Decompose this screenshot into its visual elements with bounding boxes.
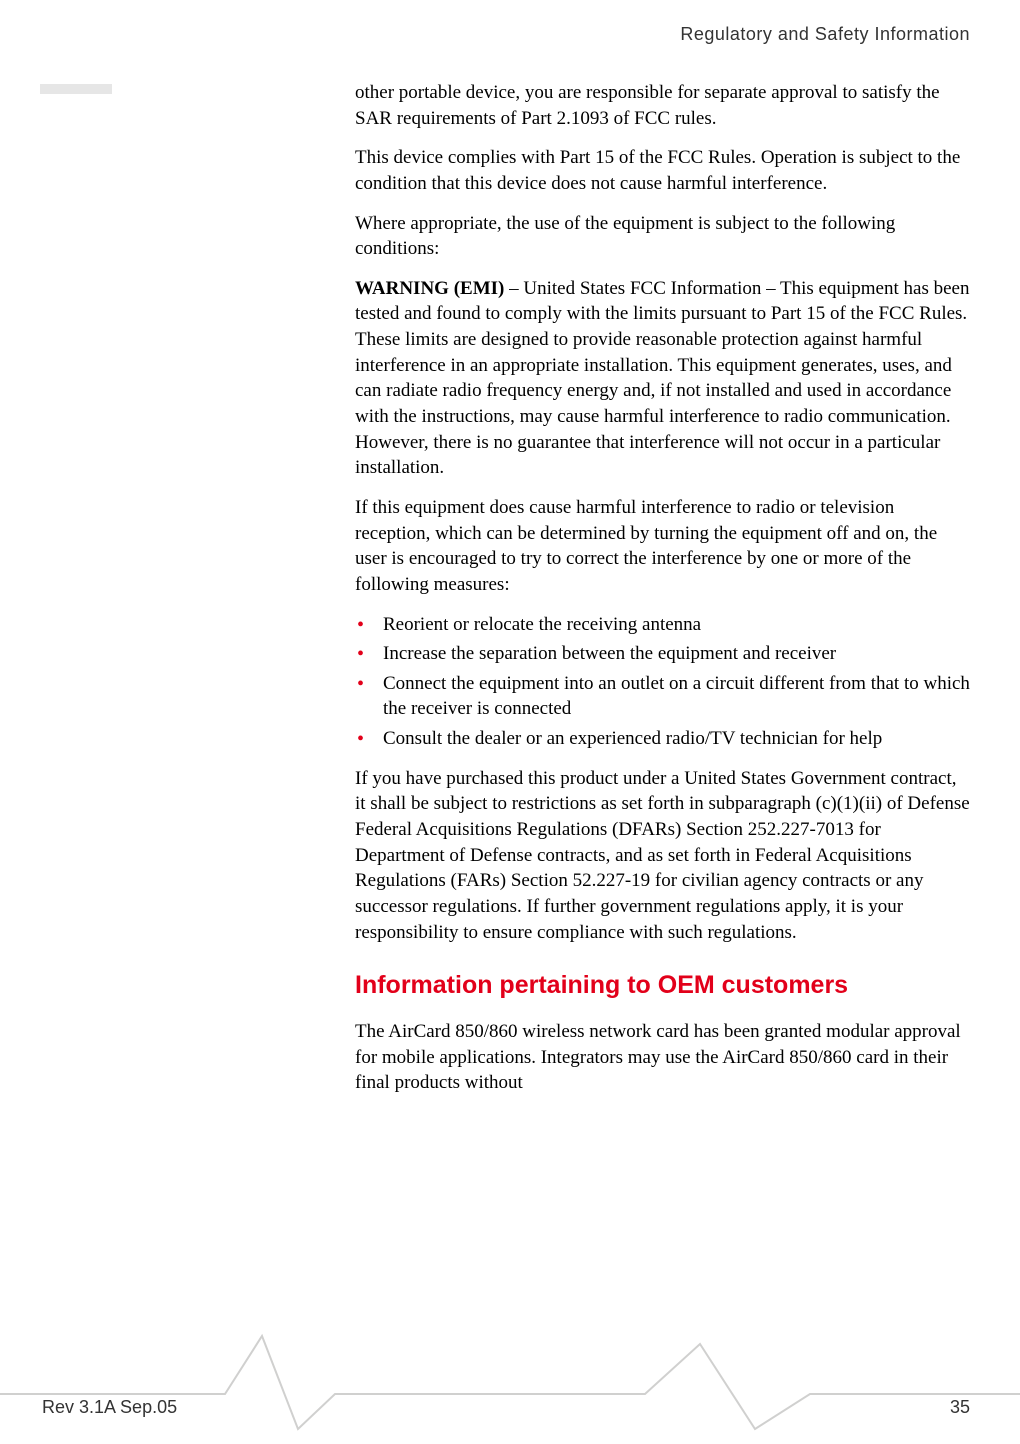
margin-marker <box>40 84 112 94</box>
page-number: 35 <box>950 1397 970 1418</box>
paragraph: This device complies with Part 15 of the… <box>355 145 970 196</box>
warning-paragraph: WARNING (EMI) – United States FCC Inform… <box>355 276 970 481</box>
page-footer: Rev 3.1A Sep.05 35 <box>42 1397 970 1418</box>
paragraph: Where appropriate, the use of the equipm… <box>355 211 970 262</box>
paragraph: If you have purchased this product under… <box>355 766 970 945</box>
revision-label: Rev 3.1A Sep.05 <box>42 1397 177 1418</box>
list-item: Consult the dealer or an experienced rad… <box>355 726 970 752</box>
bullet-list: Reorient or relocate the receiving anten… <box>355 612 970 752</box>
paragraph: other portable device, you are responsib… <box>355 80 970 131</box>
paragraph: If this equipment does cause harmful int… <box>355 495 970 598</box>
list-item: Reorient or relocate the receiving anten… <box>355 612 970 638</box>
footer-wave-graphic <box>0 1324 1020 1444</box>
body-text-column: other portable device, you are responsib… <box>355 80 970 1110</box>
list-item: Increase the separation between the equi… <box>355 641 970 667</box>
warning-text: – United States FCC Information – This e… <box>355 278 969 478</box>
warning-label: WARNING (EMI) <box>355 278 504 299</box>
section-heading-oem: Information pertaining to OEM customers <box>355 969 970 1003</box>
paragraph: The AirCard 850/860 wireless network car… <box>355 1019 970 1096</box>
running-header: Regulatory and Safety Information <box>680 24 970 45</box>
list-item: Connect the equipment into an outlet on … <box>355 671 970 722</box>
